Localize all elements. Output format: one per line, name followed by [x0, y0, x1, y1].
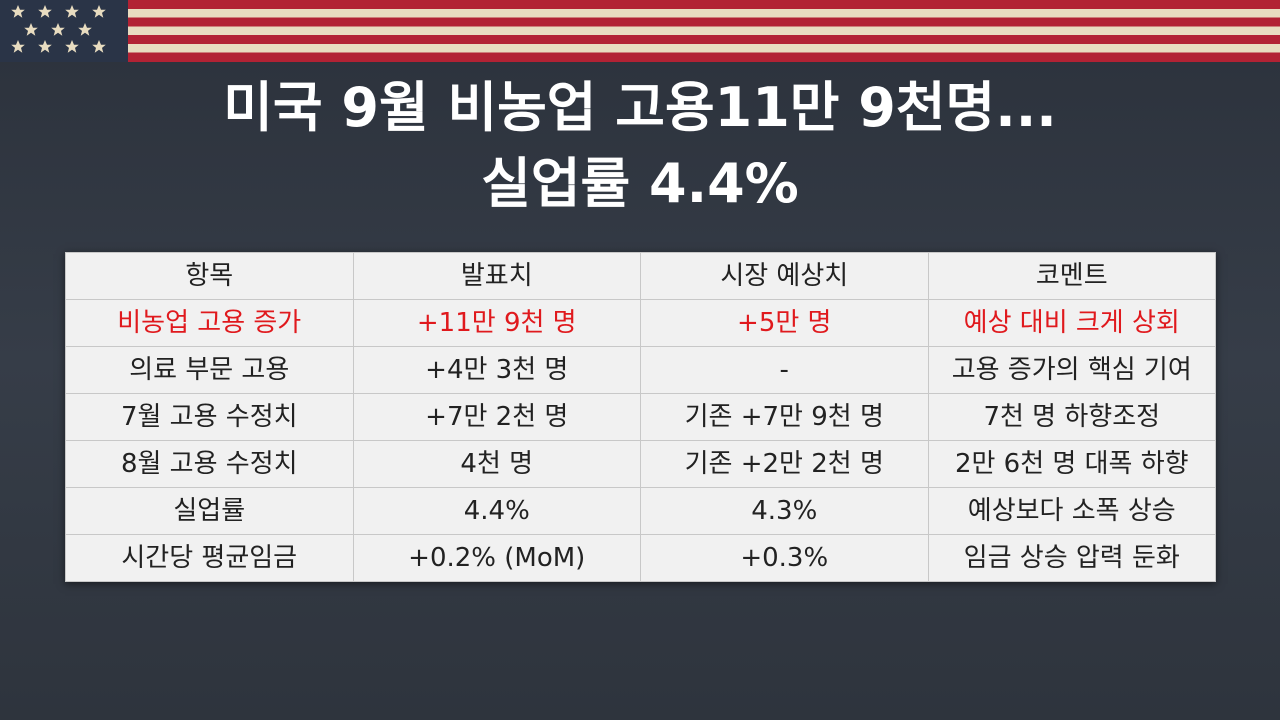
title: 미국 9월 비농업 고용11만 9천명... 실업률 4.4% — [0, 70, 1280, 222]
table-cell: 2만 6천 명 대폭 하향 — [927, 440, 1216, 488]
header-cell: 항목 — [65, 252, 354, 300]
table-cell: +7만 2천 명 — [352, 393, 641, 441]
table-cell: +11만 9천 명 — [352, 299, 641, 347]
table-cell: 8월 고용 수정치 — [65, 440, 354, 488]
table-row: 비농업 고용 증가 +11만 9천 명 +5만 명 예상 대비 크게 상회 — [65, 299, 1216, 347]
table-row: 8월 고용 수정치 4천 명 기존 +2만 2천 명 2만 6천 명 대폭 하향 — [65, 440, 1216, 488]
table-cell: 의료 부문 고용 — [65, 346, 354, 394]
flag-banner — [0, 0, 1280, 62]
table-cell: 실업률 — [65, 487, 354, 535]
header-cell: 코멘트 — [927, 252, 1216, 300]
table-cell: 4.4% — [352, 487, 641, 535]
table-cell: +0.2% (MoM) — [352, 534, 641, 582]
header-cell: 시장 예상치 — [640, 252, 929, 300]
table-cell: 임금 상승 압력 둔화 — [927, 534, 1216, 582]
table-row: 시간당 평균임금 +0.2% (MoM) +0.3% 임금 상승 압력 둔화 — [65, 534, 1216, 582]
table-cell: 시간당 평균임금 — [65, 534, 354, 582]
table-row: 실업률 4.4% 4.3% 예상보다 소폭 상승 — [65, 487, 1216, 535]
table-cell: 예상보다 소폭 상승 — [927, 487, 1216, 535]
table-cell: 비농업 고용 증가 — [65, 299, 354, 347]
table-cell: 예상 대비 크게 상회 — [927, 299, 1216, 347]
data-table: 항목 발표치 시장 예상치 코멘트 비농업 고용 증가 +11만 9천 명 +5만 명 예상… — [65, 252, 1216, 582]
header-row: 항목 발표치 시장 예상치 코멘트 — [65, 252, 1216, 300]
table-cell: 7월 고용 수정치 — [65, 393, 354, 441]
title-line: 실업률 4.4% — [481, 152, 799, 215]
table-cell: 4천 명 — [352, 440, 641, 488]
table-cell: 기존 +2만 2천 명 — [640, 440, 929, 488]
header-cell: 발표치 — [352, 252, 641, 300]
table-cell: +4만 3천 명 — [352, 346, 641, 394]
table-cell: 7천 명 하향조정 — [927, 393, 1216, 441]
title-line: 미국 9월 비농업 고용11만 9천명... — [223, 76, 1057, 139]
table-cell: +5만 명 — [640, 299, 929, 347]
table-cell: 기존 +7만 9천 명 — [640, 393, 929, 441]
table-cell: 고용 증가의 핵심 기여 — [927, 346, 1216, 394]
table-cell: - — [640, 346, 929, 394]
table-row: 7월 고용 수정치 +7만 2천 명 기존 +7만 9천 명 7천 명 하향조정 — [65, 393, 1216, 441]
table-row: 의료 부문 고용 +4만 3천 명 - 고용 증가의 핵심 기여 — [65, 346, 1216, 394]
table-cell: 4.3% — [640, 487, 929, 535]
table-cell: +0.3% — [640, 534, 929, 582]
